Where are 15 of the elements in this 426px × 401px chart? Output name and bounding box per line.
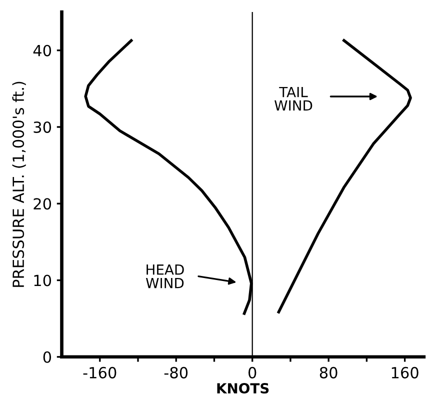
x-axis-title: KNOTS [217,383,269,394]
y-tick-label: 40 [33,44,52,56]
x-tick-label: 160 [392,366,418,378]
y-axis-title: PRESSURE ALT. (1,000's ft.) [12,82,26,287]
annotation: HEAD WIND [146,264,184,288]
annotation: TAIL WIND [274,86,312,111]
x-tick-label: -80 [164,366,188,378]
y-tick-label: 0 [43,351,52,363]
line-series [276,38,412,315]
y-tick-label: 20 [34,198,52,210]
x-tick-label: 80 [320,366,338,378]
x-tick-label: 0 [248,366,256,378]
y-tick-label: 10 [34,274,52,286]
x-tick-label: -160 [83,366,116,378]
y-tick-label: 30 [34,121,52,134]
